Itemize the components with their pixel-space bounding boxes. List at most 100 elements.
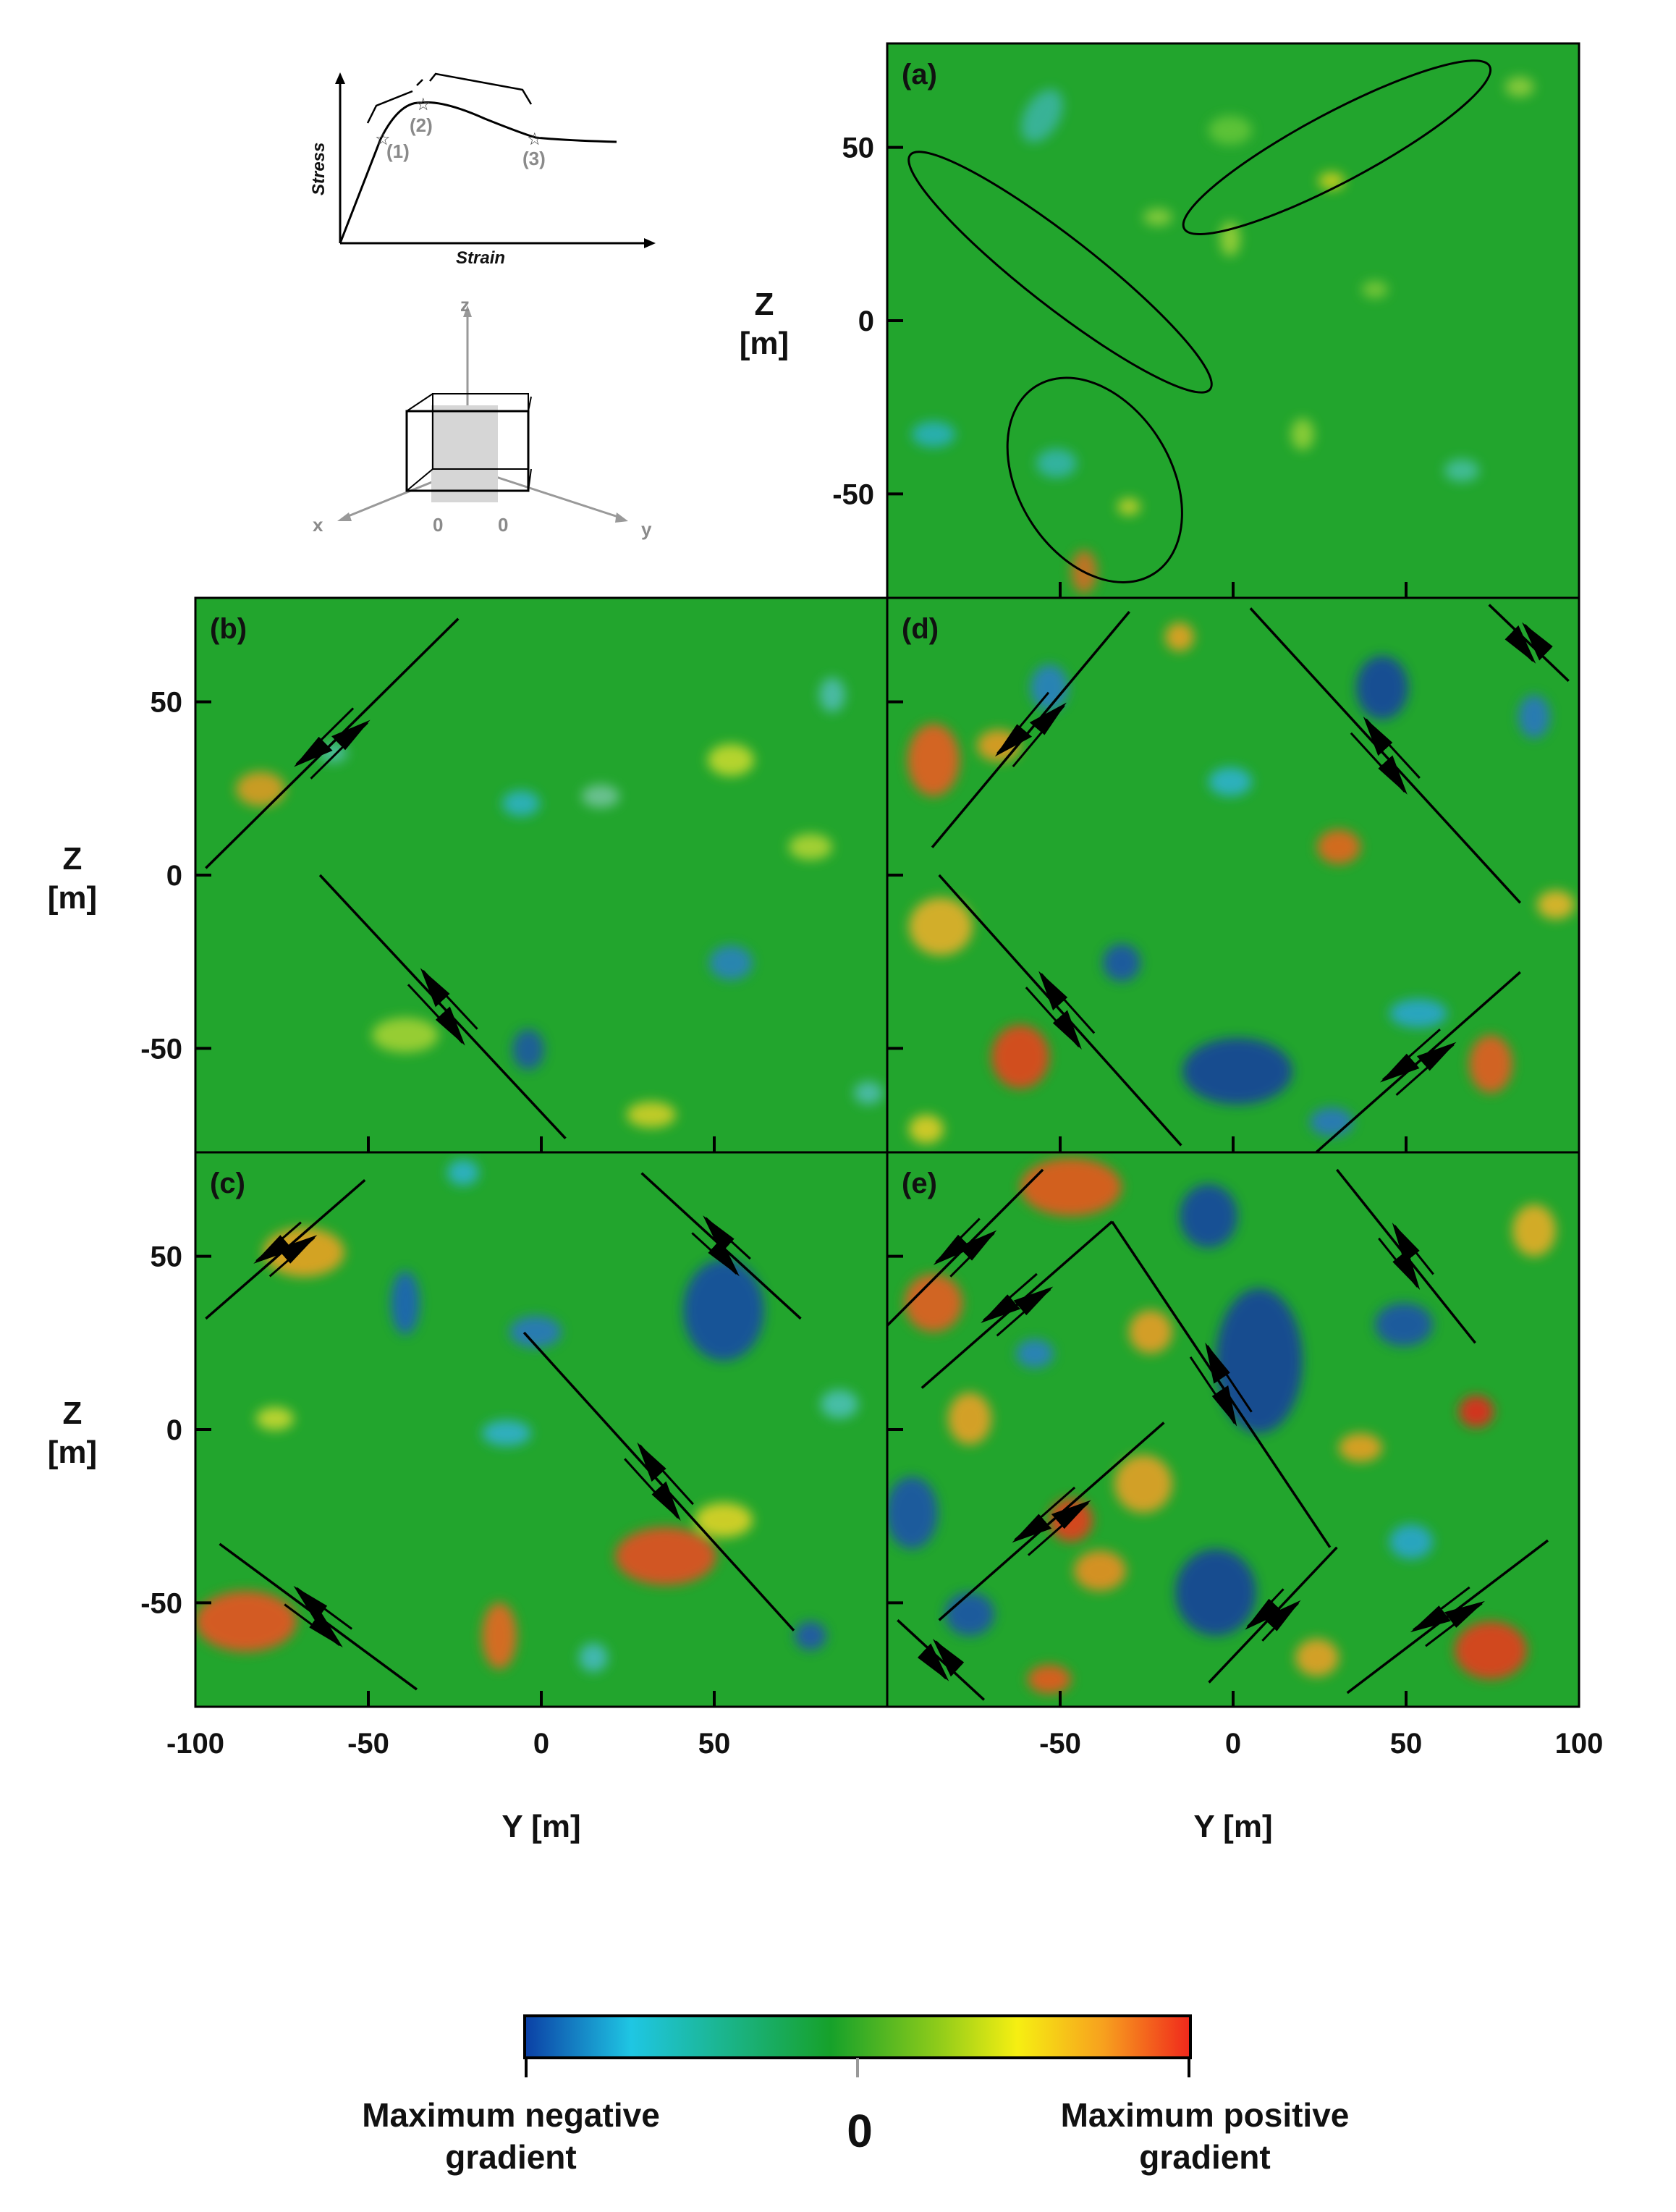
strain-label: Strain — [456, 248, 505, 268]
panel-c-slip-arrow — [253, 1221, 302, 1264]
panel-a-ellipse — [1006, 376, 1183, 583]
colorbar-bar — [523, 2014, 1192, 2059]
panel-b-ytick-label: 0 — [166, 860, 182, 892]
panel-d-slip-arrow — [1522, 622, 1553, 661]
segment-2-bracket — [429, 72, 533, 105]
panel-c-xtick-label: 0 — [533, 1728, 549, 1760]
panel-b-slip-arrow — [407, 984, 465, 1046]
panel-d-slip-arrow — [1350, 732, 1408, 795]
point-2-label: (2) — [410, 114, 433, 136]
panel-b-slip-arrow — [294, 707, 355, 767]
panel-c-heatmap — [195, 1152, 887, 1707]
panel-e: (e) -50 0 50 100 Y [m] — [886, 1151, 1604, 1844]
panel-c-xtick-label: -50 — [347, 1728, 389, 1760]
x-axis-label: x — [313, 514, 323, 536]
point-3-star-icon: ☆ — [527, 130, 543, 149]
z-axis-arrow — [463, 305, 472, 317]
panel-d-slip-arrow — [1038, 971, 1096, 1034]
panel-b-slip-arrow — [420, 968, 478, 1030]
panel-e-slip-arrow — [949, 1230, 997, 1278]
panel-e-slip-arrow — [1245, 1588, 1284, 1630]
panel-b: (b) 50 0 -50 Z[m] — [48, 596, 889, 1154]
point-3-label: (3) — [522, 148, 546, 169]
cube-edges — [406, 393, 532, 491]
panel-a: (a) 50 0 -50 Z [m] — [740, 42, 1580, 599]
colorbar-right-label-line1: Maximum positive — [1061, 2096, 1350, 2134]
panel-c-slip-arrow — [703, 1215, 751, 1260]
panel-c-slip-arrow — [691, 1232, 740, 1277]
colorbar: Maximum negative gradient 0 Maximum posi… — [362, 2014, 1350, 2176]
panel-e-xlabel: Y [m] — [1193, 1809, 1272, 1844]
panel-a-label: (a) — [902, 59, 937, 90]
panel-c: (c) 50 0 -50 -100 -50 0 50 Z [m] Y [m] — [48, 1151, 889, 1844]
panel-c-slip-arrow — [293, 1585, 353, 1630]
panel-a-ylabel-line1: Z — [755, 287, 774, 322]
panel-c-xlabel: Y [m] — [501, 1809, 580, 1844]
panel-e-slip-arrow — [1205, 1342, 1253, 1413]
panel-b-ylabel-line2: [m] — [48, 880, 97, 916]
panel-c-ytick-label: -50 — [140, 1587, 182, 1619]
panel-a-ytick-label: 50 — [842, 132, 875, 164]
panel-d: (d) — [886, 596, 1580, 1154]
panel-b-ytick-label: 50 — [151, 687, 183, 719]
x-axis-arrow — [337, 512, 352, 521]
panel-b-slip-arrow — [310, 719, 371, 780]
panel-e-xtick-label: 100 — [1555, 1728, 1604, 1760]
strain-axis-arrow — [644, 238, 656, 248]
panel-e-xtick-label: -50 — [1039, 1728, 1081, 1760]
panel-e-heatmap — [887, 1152, 1579, 1707]
panel-e-slip-arrow — [1425, 1600, 1485, 1647]
panel-a-ytick-label: 0 — [858, 305, 874, 337]
y-axis-arrow — [615, 512, 628, 523]
y-axis-label: y — [641, 518, 652, 540]
panel-d-slip-arrow — [994, 691, 1050, 757]
panel-c-slip-arrow — [637, 1442, 694, 1506]
point-2-star-icon: ☆ — [415, 95, 431, 114]
panel-d-slip-arrow — [1363, 716, 1421, 779]
point-1-star-icon: ☆ — [375, 130, 391, 149]
stress-strain-inset: Stress Strain (1) (2) (3) ☆ ☆ ☆ — [309, 72, 656, 268]
panel-e-slip-arrow — [1392, 1223, 1434, 1275]
panel-b-label: (b) — [210, 613, 247, 645]
panel-c-xtick-label: 50 — [698, 1728, 731, 1760]
cube-back — [432, 393, 529, 470]
point-1-label: (1) — [386, 140, 410, 162]
panel-a-ellipse — [907, 151, 1213, 394]
panel-b-ylabel-line1: Z — [63, 841, 82, 877]
panel-e-fault-line — [1111, 1220, 1332, 1548]
panel-b-heatmap — [195, 598, 887, 1152]
panel-a-ellipse — [1182, 59, 1492, 236]
panel-d-slip-arrow — [1379, 1029, 1441, 1083]
panel-d-slip-arrow — [1395, 1042, 1457, 1096]
y-zero-label: 0 — [498, 514, 508, 536]
stress-axis-arrow — [335, 72, 345, 84]
stress-strain-curve — [339, 101, 617, 244]
z-axis-label: z — [460, 294, 470, 316]
panel-a-ylabel-line2: [m] — [740, 326, 789, 361]
panel-a-ytick-label: -50 — [832, 478, 874, 510]
colorbar-left-label-line2: gradient — [445, 2138, 576, 2176]
panel-b-ytick-label: -50 — [140, 1033, 182, 1065]
panel-d-label: (d) — [902, 613, 939, 645]
colorbar-right-label-line2: gradient — [1139, 2138, 1270, 2176]
colorbar-center-label: 0 — [847, 2105, 873, 2157]
panel-c-ytick-label: 0 — [166, 1414, 182, 1446]
panel-e-xtick-label: 50 — [1390, 1728, 1423, 1760]
panel-a-heatmap — [887, 43, 1579, 598]
panel-e-slip-arrow — [933, 1217, 981, 1265]
cube-section — [431, 405, 498, 502]
panel-e-slip-arrow — [932, 1638, 965, 1677]
panel-c-ylabel-line1: Z — [63, 1396, 82, 1431]
cube-inset: z x y 0 0 — [313, 294, 652, 540]
panel-e-slip-arrow — [996, 1286, 1054, 1337]
panel-c-slip-arrow — [624, 1458, 681, 1521]
colorbar-left-label-line1: Maximum negative — [362, 2096, 660, 2134]
panel-c-label: (c) — [210, 1168, 245, 1199]
panel-e-slip-arrow — [1410, 1586, 1470, 1633]
segment-1-bracket — [366, 79, 423, 124]
panel-c-ytick-label: 50 — [151, 1241, 183, 1273]
panel-e-slip-arrow — [1027, 1500, 1091, 1556]
stress-label: Stress — [309, 143, 329, 195]
panel-e-label: (e) — [902, 1168, 937, 1199]
